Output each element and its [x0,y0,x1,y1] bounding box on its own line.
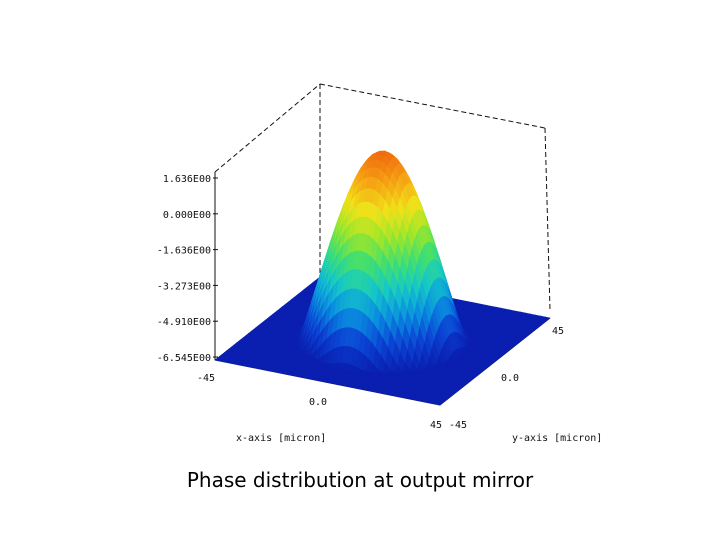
x-tick-labels: -45 0.0 45 [197,373,442,431]
figure-caption: Phase distribution at output mirror [186,468,534,492]
z-tick-labels: 1.636E00 0.000E00 -1.636E00 -3.273E00 -4.910… [157,174,218,364]
y-tick-label: 0.0 [501,373,519,384]
z-tick-label: 1.636E00 [163,174,211,185]
x-axis-label: x-axis [micron] [236,433,326,444]
surface-cell [434,401,444,406]
x-tick-label: -45 [197,373,215,384]
z-tick-label: -4.910E00 [157,317,211,328]
z-tick-label: -6.545E00 [157,353,211,364]
z-tick-label: -1.636E00 [157,246,211,257]
z-tick-label: 0.000E00 [163,210,211,221]
y-axis-label: y-axis [micron] [512,433,602,444]
y-tick-label: 45 [552,326,564,337]
y-tick-labels: -45 0.0 45 [449,326,564,431]
surface-mesh [214,150,551,406]
z-tick-label: -3.273E00 [157,281,211,292]
y-tick-label: -45 [449,420,467,431]
back-wall-right-edge [544,127,551,311]
x-tick-label: 45 [430,420,442,431]
x-tick-label: 0.0 [309,397,327,408]
back-wall-top-edge [319,83,546,129]
back-wall-left-edge [214,83,321,173]
